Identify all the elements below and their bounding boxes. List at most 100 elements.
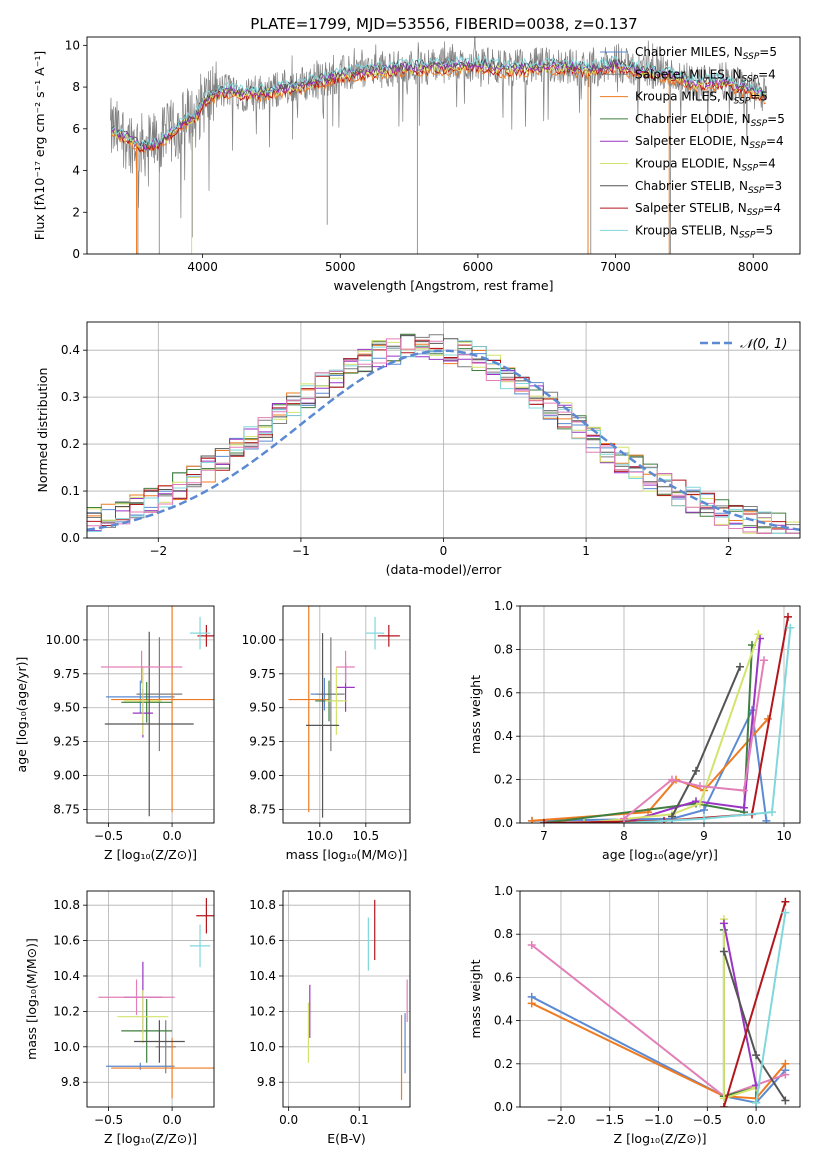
y-tick-label: 10.00 xyxy=(242,633,276,647)
x-tick-label: 0.0 xyxy=(747,1113,766,1127)
y-tick-label: 10.0 xyxy=(249,1040,276,1054)
weight-series-marker xyxy=(719,919,728,928)
legend-subscript: SSP xyxy=(747,208,764,218)
errorbar-point xyxy=(123,667,162,735)
errorbar-point xyxy=(106,1062,175,1070)
histogram-series xyxy=(87,338,800,534)
x-tick-label: 10.0 xyxy=(306,829,333,843)
weight-series-line xyxy=(623,638,761,823)
weight-series-line xyxy=(722,901,787,1107)
errorbar-point xyxy=(317,637,345,752)
weight-series-marker xyxy=(692,766,700,775)
y-tick-label: 9.00 xyxy=(249,769,276,783)
weight-series-marker xyxy=(762,816,771,823)
weight-series-line xyxy=(543,645,753,823)
weight-series-marker xyxy=(719,947,728,956)
weight-series-marker xyxy=(786,623,795,632)
weight-series-marker xyxy=(528,816,536,823)
y-axis-label: mass weight xyxy=(468,675,483,754)
figure-title: PLATE=1799, MJD=53556, FIBERID=0038, z=0… xyxy=(250,15,637,33)
legend-label: Chabrier ELODIE, N xyxy=(635,112,751,126)
errorbar-point xyxy=(106,680,175,714)
y-axis-label: Normed distribution xyxy=(35,368,50,493)
legend-subscript: SSP xyxy=(734,97,751,107)
x-axis-label: age [log₁₀(age/yr)] xyxy=(602,847,718,862)
y-tick-label: 4 xyxy=(72,164,80,178)
plot-area xyxy=(288,606,400,818)
x-tick-label: 0.1 xyxy=(350,1113,369,1127)
legend-entry: Salpeter STELIB, NSSP=4 xyxy=(635,201,781,218)
x-tick-label: 7000 xyxy=(600,260,631,274)
weight-series-marker xyxy=(740,786,748,795)
weight-series-marker xyxy=(752,1051,761,1060)
weight-series-marker xyxy=(740,803,748,812)
legend-tail: =3 xyxy=(765,179,783,193)
x-tick-label: 8 xyxy=(620,829,628,843)
plot-area xyxy=(527,897,790,1107)
y-axis-label: mass [log₁₀(M/M⊙)] xyxy=(24,938,39,1060)
legend-entry: Chabrier STELIB, NSSP=3 xyxy=(635,179,782,196)
weight-series-marker xyxy=(784,612,792,621)
weight-series-line xyxy=(671,666,741,817)
legend-tail: =5 xyxy=(767,112,785,126)
y-tick-label: 9.75 xyxy=(249,667,276,681)
panel-residuals: −2 −1 0 1 2 0.0 0.1 0.2 0.3 0.4 (data-model)/error… xyxy=(35,321,801,577)
y-tick-label: 8.75 xyxy=(249,802,276,816)
y-tick-label: 9.50 xyxy=(53,701,80,715)
legend-subscript: SSP xyxy=(748,186,765,196)
axes-frame xyxy=(519,890,801,1108)
plot-area xyxy=(110,37,768,254)
weight-series-marker xyxy=(736,662,744,671)
x-tick-label: 0.0 xyxy=(279,1113,298,1127)
weight-series-marker xyxy=(700,814,708,823)
errorbar-point xyxy=(189,924,211,968)
y-tick-label: 10.8 xyxy=(53,898,80,912)
y-tick-label: 9.8 xyxy=(257,1075,276,1089)
plot-area xyxy=(87,333,800,534)
x-axis-label: mass [log₁₀(M/M⊙)] xyxy=(286,847,408,862)
y-tick-label: 10.2 xyxy=(249,1004,276,1018)
errorbar-point xyxy=(121,999,173,1063)
errorbar-point xyxy=(100,650,183,684)
y-tick-label: 9.25 xyxy=(53,735,80,749)
y-tick-label: 1.0 xyxy=(494,599,513,613)
panel-spectrum: 4000 5000 6000 7000 8000 0 2 4 6 8 10 wavelength [A… xyxy=(32,36,801,293)
x-tick-label: 0.0 xyxy=(163,1113,182,1127)
x-axis-label: Z [log₁₀(Z/Z⊙)] xyxy=(614,1131,707,1146)
y-tick-label: 0.3 xyxy=(61,390,80,404)
legend-label: Chabrier MILES, N xyxy=(635,45,743,59)
plot-area xyxy=(98,898,214,1099)
x-tick-label: 1 xyxy=(582,544,590,558)
y-tick-label: 0.6 xyxy=(494,970,513,984)
legend-tail: =4 xyxy=(758,67,776,81)
y-tick-label: 0.2 xyxy=(494,773,513,787)
weight-series-marker xyxy=(620,814,628,823)
panel-mass-vs-ebv: 0.0 0.1 9.8 10.0 10.2 10.4 10.6 10.8 E(B-V) xyxy=(249,890,411,1146)
y-tick-label: 9.00 xyxy=(53,769,80,783)
y-tick-label: 6 xyxy=(72,122,80,136)
y-tick-label: 0.8 xyxy=(494,642,513,656)
y-tick-label: 10.4 xyxy=(249,969,276,983)
errorbar-point xyxy=(196,898,214,934)
x-tick-label: 10 xyxy=(776,829,791,843)
weight-series-marker xyxy=(668,812,676,821)
legend-entry: Salpeter MILES, NSSP=4 xyxy=(635,67,776,84)
y-tick-label: 9.8 xyxy=(61,1075,80,1089)
legend-label: Salpeter STELIB, N xyxy=(635,201,747,215)
axes-frame xyxy=(519,605,801,824)
weight-series-line xyxy=(531,995,787,1104)
y-tick-label: 0.4 xyxy=(61,343,80,357)
model-fit-line xyxy=(111,55,767,148)
legend-tail: =5 xyxy=(759,45,777,59)
errorbar-point xyxy=(98,979,175,1015)
panel-age-vs-mass: 10.0 10.5 8.75 9.00 9.25 9.50 9.75 10.00 mass [l… xyxy=(242,605,411,862)
legend-entry: Chabrier ELODIE, NSSP=5 xyxy=(635,112,785,129)
y-tick-label: 8 xyxy=(72,80,80,94)
weight-series-marker xyxy=(781,1070,790,1079)
weight-series-marker xyxy=(527,941,536,949)
x-tick-label: 7 xyxy=(540,829,548,843)
weight-series-marker xyxy=(696,799,704,808)
weight-series-marker xyxy=(752,1098,761,1107)
legend-tail: =5 xyxy=(750,90,768,104)
y-tick-label: 9.75 xyxy=(53,667,80,681)
